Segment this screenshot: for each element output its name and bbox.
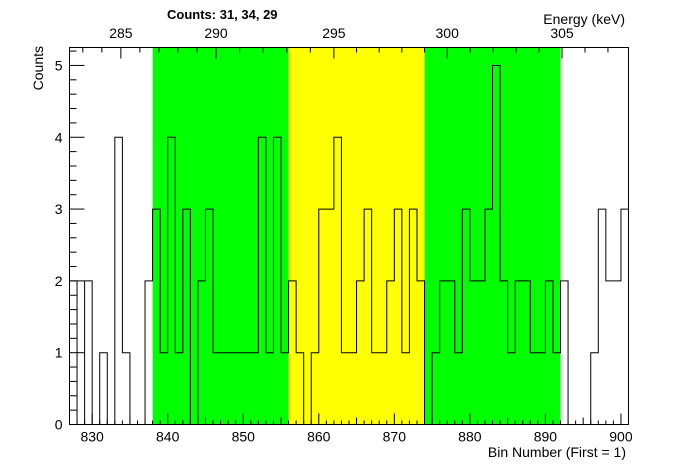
x-axis-label: Bin Number (First = 1) xyxy=(488,444,626,460)
energy-tick-label: 285 xyxy=(109,25,133,41)
x-tick-label: 880 xyxy=(458,429,482,445)
energy-tick-label: 295 xyxy=(322,25,346,41)
y-tick-label: 2 xyxy=(55,273,63,289)
x2-axis-label: Energy (keV) xyxy=(543,11,625,27)
y-tick-label: 0 xyxy=(55,417,63,433)
highlight-regions xyxy=(152,47,561,425)
x-tick-label: 890 xyxy=(534,429,558,445)
histogram-line xyxy=(69,64,629,425)
x-tick-label: 860 xyxy=(307,429,331,445)
y-axis-ticks: 0 1 2 3 4 5 xyxy=(55,50,85,433)
y-axis-label: Counts xyxy=(30,46,46,90)
y-tick-label: 4 xyxy=(55,129,63,145)
energy-tick-label: 290 xyxy=(204,25,228,41)
x-tick-label: 870 xyxy=(383,429,407,445)
x-axis-ticks: 830 840 850 860 870 880 890 900 xyxy=(69,413,633,445)
energy-tick-label: 305 xyxy=(550,25,574,41)
energy-tick-label: 300 xyxy=(436,25,460,41)
x-tick-label: 840 xyxy=(156,429,180,445)
region-2 xyxy=(288,47,425,425)
x-tick-label: 830 xyxy=(80,429,104,445)
x-tick-label: 900 xyxy=(609,429,633,445)
energy-axis-ticks: 285 290 295 300 305 xyxy=(82,25,609,59)
y-tick-label: 5 xyxy=(55,57,63,73)
chart-title: Counts: 31, 34, 29 xyxy=(167,7,278,22)
y-tick-label: 3 xyxy=(55,201,63,217)
x-tick-label: 850 xyxy=(232,429,256,445)
region-1 xyxy=(152,47,289,425)
y-tick-label: 1 xyxy=(55,345,63,361)
